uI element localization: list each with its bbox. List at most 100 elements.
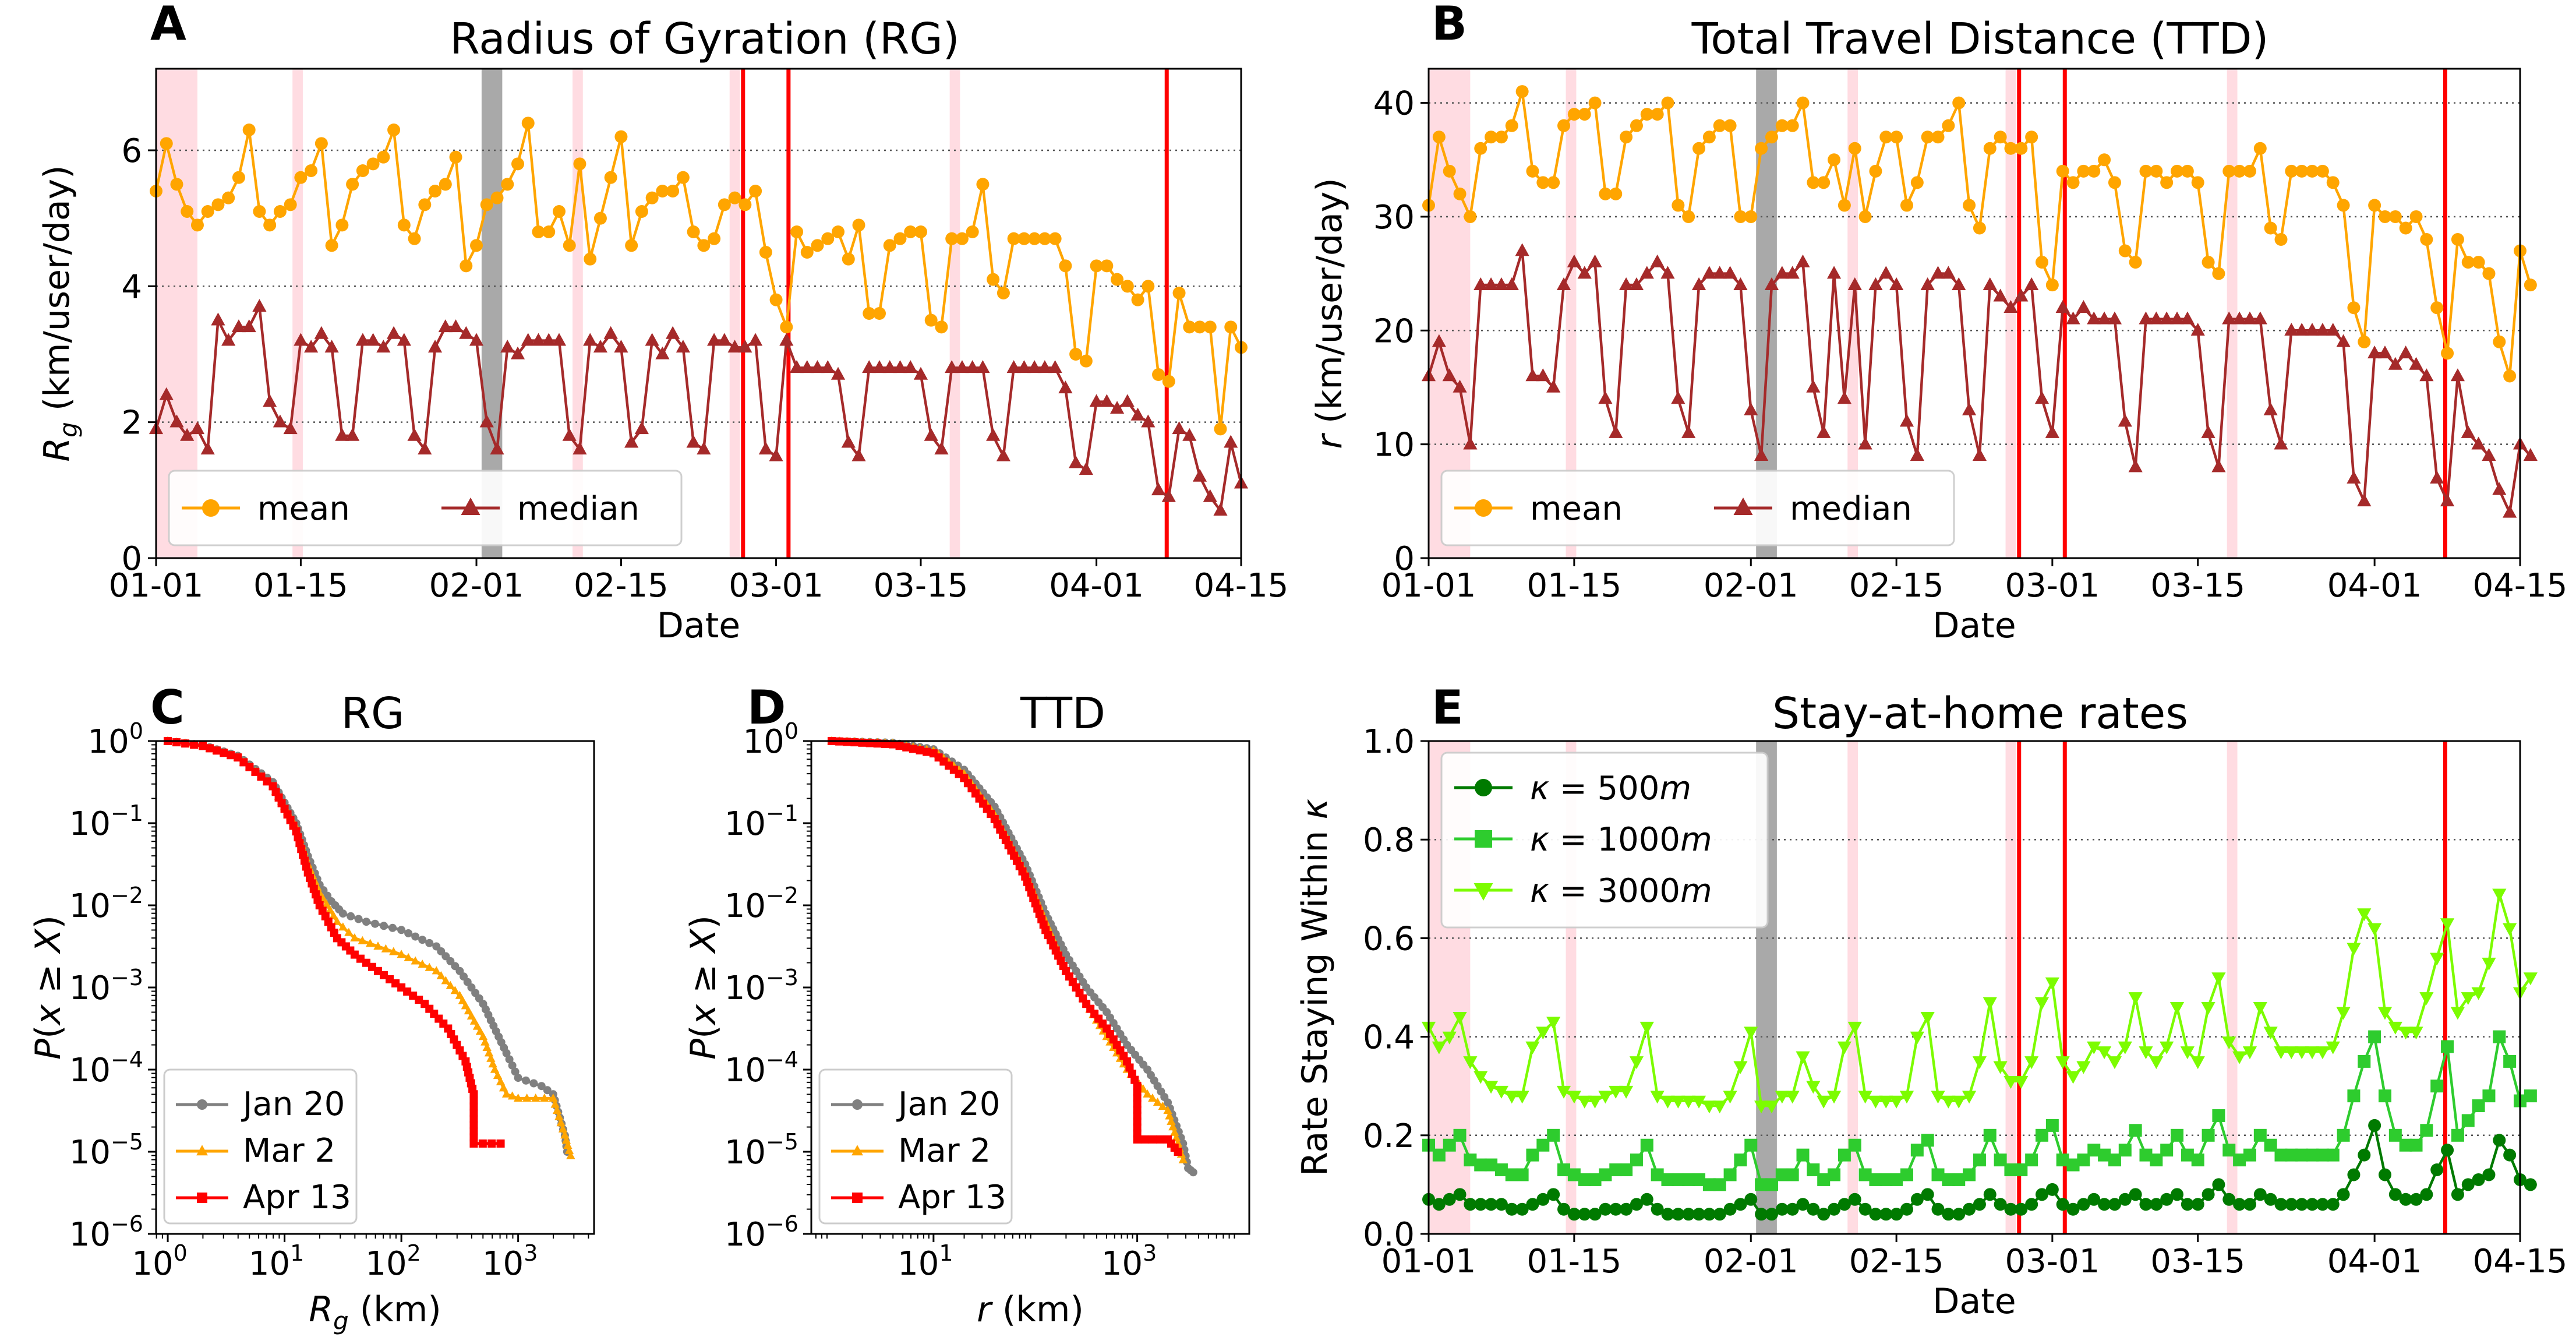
e-series-1-point-86 [2316, 1148, 2329, 1162]
e-series-0-point-29 [1723, 1202, 1737, 1216]
a-series-0-point-86 [1038, 232, 1051, 245]
b-series-1-point-19 [1619, 277, 1634, 290]
c-series-2-point-6 [213, 746, 221, 755]
b-y-tick-label-0: 0 [1394, 540, 1415, 578]
c-series-1-point-91 [564, 1145, 574, 1154]
c-series-2-point-4 [199, 742, 207, 750]
c-series-2-point-8 [227, 751, 235, 760]
b-series-0-point-66 [2108, 176, 2121, 189]
a-series-1-point-54 [707, 333, 722, 346]
e-series-0-point-61 [2056, 1198, 2069, 1211]
e-series-0-point-95 [2409, 1193, 2423, 1206]
b-series-1-point-62 [2066, 311, 2080, 324]
e-series-2-point-49 [1931, 1091, 1945, 1104]
e-series-2-point-85 [2305, 1046, 2320, 1060]
e-series-2-point-93 [2388, 1021, 2402, 1035]
a-series-1-point-79 [965, 360, 980, 373]
b-series-0-point-48 [1921, 130, 1934, 144]
e-series-2-point-5 [1473, 1071, 1488, 1084]
e-series-1-point-51 [1952, 1173, 1966, 1186]
c-series-2-point-86 [496, 1139, 505, 1148]
b-series-0-point-20 [1630, 119, 1643, 132]
a-series-0-point-26 [418, 198, 432, 211]
e-series-0-point-93 [2388, 1188, 2402, 1201]
a-series-1-point-27 [427, 340, 443, 353]
e-series-2-point-52 [1962, 1091, 1977, 1104]
b-series-1-point-46 [1899, 414, 1914, 427]
e-series-2-point-50 [1941, 1095, 1956, 1109]
b-series-0-point-57 [2015, 142, 2028, 155]
d-y-tick-label-2: 10−2 [725, 883, 798, 925]
a-series-0-point-90 [1079, 354, 1093, 368]
e-series-2-point-54 [1983, 997, 1997, 1010]
e-series-2-point-24 [1671, 1095, 1685, 1109]
a-series-0-point-19 [346, 178, 359, 191]
e-series-2-point-28 [1712, 1100, 1727, 1114]
e-series-0-point-76 [2212, 1178, 2225, 1191]
b-series-1-point-10 [1525, 368, 1540, 382]
e-legend-label-2: κ = 3000m [1530, 872, 1712, 910]
e-series-2-point-15 [1577, 1095, 1592, 1109]
e-series-0-point-35 [1786, 1202, 1799, 1216]
b-series-0-point-47 [1910, 176, 1924, 189]
b-series-1-point-106 [2523, 447, 2538, 461]
e-series-2-point-46 [1899, 1091, 1914, 1104]
d-y-tick-label-4: 10−4 [725, 1047, 798, 1089]
b-series-0-point-39 [1828, 153, 1841, 167]
c-series-1-point-83 [550, 1099, 560, 1108]
e-series-2-point-94 [2398, 1026, 2413, 1040]
c-series-1-point-84 [552, 1106, 562, 1114]
a-series-0-point-80 [976, 178, 990, 191]
e-series-1-point-55 [1994, 1153, 2007, 1167]
e-series-1-point-57 [2015, 1163, 2028, 1177]
d-y-tick-label-3: 10−3 [725, 965, 798, 1007]
e-series-0-point-77 [2222, 1193, 2236, 1206]
e-series-0-point-24 [1672, 1208, 1685, 1221]
a-series-0-point-27 [429, 185, 442, 197]
a-series-1-point-8 [231, 319, 246, 333]
a-series-1-point-80 [976, 360, 990, 373]
b-series-0-point-86 [2316, 164, 2329, 178]
b-series-1-point-31 [1744, 402, 1758, 415]
e-series-2-point-70 [2149, 1056, 2164, 1070]
b-series-1-point-93 [2388, 357, 2402, 370]
a-series-0-point-71 [883, 239, 896, 252]
b-series-1-point-66 [2107, 311, 2122, 324]
e-series-0-point-2 [1443, 1193, 1456, 1206]
d-series-1-point-88 [1170, 1127, 1179, 1136]
e-series-1-point-66 [2108, 1153, 2121, 1167]
b-series-1-point-103 [2492, 482, 2507, 495]
b-series-1-point-43 [1868, 277, 1883, 290]
a-series-0-point-52 [687, 225, 700, 238]
d-series-1-point-84 [1163, 1106, 1172, 1114]
e-series-0-point-37 [1807, 1202, 1820, 1216]
e-series-1-point-106 [2524, 1089, 2537, 1103]
c-series-1-point-77 [507, 1091, 517, 1100]
a-series-0-point-3 [181, 205, 194, 218]
e-series-0-point-6 [1485, 1198, 1498, 1211]
e-series-0-point-99 [2451, 1188, 2464, 1201]
a-series-0-point-7 [222, 191, 235, 204]
e-series-2-point-45 [1889, 1095, 1904, 1109]
c-series-1-point-72 [490, 1064, 500, 1073]
e-series-0-point-72 [2171, 1188, 2184, 1201]
c-series-1-point-89 [561, 1135, 571, 1144]
a-series-1-point-100 [1182, 428, 1197, 441]
b-holiday-span-3 [2005, 69, 2016, 558]
b-series-0-point-62 [2066, 176, 2080, 189]
b-series-0-point-97 [2430, 301, 2444, 315]
a-x-tick-label-3: 02-15 [574, 567, 669, 605]
b-series-1-point-96 [2419, 368, 2434, 382]
c-series-2-point-83 [469, 1139, 478, 1148]
e-series-1-point-25 [1682, 1173, 1695, 1186]
b-series-0-point-15 [1578, 108, 1591, 121]
e-series-2-point-26 [1691, 1095, 1706, 1109]
c-y-tick-label-5: 10−5 [69, 1129, 143, 1172]
b-series-0-point-18 [1609, 187, 1623, 200]
a-series-0-point-45 [614, 130, 628, 143]
a-series-1-point-91 [1089, 394, 1104, 407]
e-series-1-point-101 [2472, 1099, 2485, 1113]
e-series-1-point-44 [1879, 1173, 1893, 1186]
e-series-1-point-13 [1557, 1163, 1571, 1177]
